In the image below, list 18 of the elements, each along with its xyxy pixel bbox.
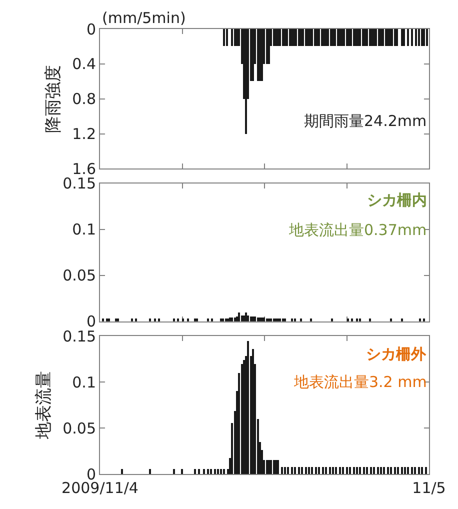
annotation: 期間雨量24.2mm — [304, 112, 427, 130]
y-tick-label: 1.2 — [72, 125, 96, 144]
x-tick-label: 11/5 — [412, 479, 446, 497]
y-tick-label: 0.4 — [72, 55, 96, 74]
y-tick-label: 0.05 — [62, 266, 96, 285]
text: (mm/5min) — [102, 9, 186, 27]
y-tick-label: 0.1 — [72, 220, 96, 239]
annotation: 地表流出量3.2 mm — [293, 373, 427, 391]
y-tick-label: 0.8 — [72, 90, 96, 108]
y-tick-label: 0.1 — [72, 373, 96, 392]
y-tick-label: 0.05 — [62, 419, 96, 438]
y-axis-title: 降雨強度 — [44, 64, 64, 133]
annotation: シカ柵外 — [366, 345, 427, 363]
annotation: 地表流出量0.37mm — [288, 221, 427, 239]
annotation: シカ柵内 — [367, 191, 427, 209]
y-axis-title: 地表流量 — [34, 371, 54, 440]
y-tick-label: 0 — [86, 20, 96, 38]
x-tick-label: 2009/11/4 — [62, 479, 138, 497]
